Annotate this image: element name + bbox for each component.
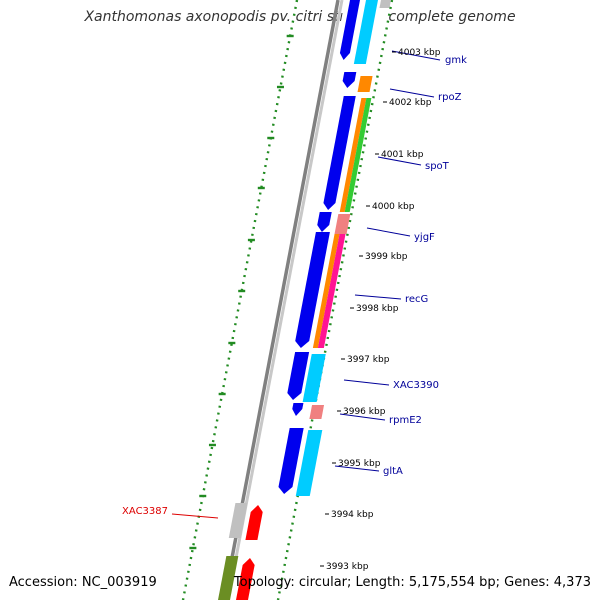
backbone-shadow — [226, 0, 344, 600]
gene-feature — [334, 214, 351, 234]
gene-features — [218, 0, 392, 600]
gene-feature — [339, 98, 367, 212]
gene-label: gmk — [445, 55, 467, 66]
gene-label: XAC3387 — [122, 506, 168, 517]
leader-line — [377, 156, 422, 166]
gene-label: rpmE2 — [389, 415, 422, 426]
gene-feature — [218, 556, 239, 600]
scale-label: 4001 kbp — [381, 150, 424, 160]
gene-label: gltA — [383, 466, 403, 477]
leader-line — [339, 413, 386, 421]
gene-feature — [295, 232, 330, 348]
gene-feature — [302, 354, 326, 402]
scale-label: 3993 kbp — [326, 562, 369, 572]
gene-feature — [317, 234, 346, 348]
accession-text: Accession: NC_003919 — [9, 575, 157, 590]
label-leader-lines — [171, 50, 441, 519]
gene-label: rpoZ — [438, 92, 462, 103]
scale-label: 3995 kbp — [338, 459, 381, 469]
leader-line — [343, 379, 390, 386]
scale-label: 4000 kbp — [372, 202, 415, 212]
gene-feature — [245, 505, 263, 540]
gene-feature — [323, 96, 356, 210]
gene-label: XAC3390 — [393, 380, 439, 391]
leader-line — [391, 50, 441, 61]
scale-label: 4002 kbp — [389, 98, 432, 108]
scale-label: 3998 kbp — [356, 304, 399, 314]
gene-labels: gmk rpoZ spoT yjgF recG XAC3390 rpmE2 gltA XAC33… — [122, 55, 467, 517]
leader-line — [354, 294, 402, 300]
gene-feature — [344, 98, 372, 212]
genome-backbone — [222, 0, 344, 600]
leader-line — [366, 227, 411, 237]
gene-feature — [236, 558, 255, 600]
gene-feature — [339, 0, 360, 60]
gene-feature — [292, 403, 304, 416]
genome-summary-text: Topology: circular; Length: 5,175,554 bp… — [233, 575, 591, 590]
gene-feature — [295, 430, 323, 496]
scale-label: 3994 kbp — [331, 510, 374, 520]
gene-feature — [309, 405, 325, 419]
leader-line — [389, 88, 435, 98]
gene-feature — [317, 212, 332, 232]
gene-label: yjgF — [414, 232, 435, 243]
map-title: Xanthomonas axonopodis pv. citri str. 30… — [84, 9, 516, 25]
gene-feature — [312, 234, 340, 348]
scale-label: 4003 kbp — [398, 48, 441, 58]
gene-feature — [357, 76, 373, 92]
gene-feature — [278, 428, 304, 494]
green-tick-marks — [189, 34, 294, 550]
gene-feature — [228, 503, 248, 538]
leader-line — [334, 465, 380, 472]
gene-feature — [379, 0, 392, 8]
backbone-line — [222, 0, 340, 600]
scale-label: 3997 kbp — [347, 355, 390, 365]
gene-feature — [342, 72, 357, 88]
leader-line — [171, 513, 219, 519]
scale-labels: 4003 kbp 4002 kbp 4001 kbp 4000 kbp 3999 kbp… — [320, 48, 441, 572]
gene-feature — [353, 0, 378, 64]
gene-label: spoT — [425, 161, 450, 172]
gene-feature — [287, 352, 310, 400]
scale-label: 3999 kbp — [365, 252, 408, 262]
scale-label: 3996 kbp — [343, 407, 386, 417]
gene-label: recG — [405, 294, 428, 305]
